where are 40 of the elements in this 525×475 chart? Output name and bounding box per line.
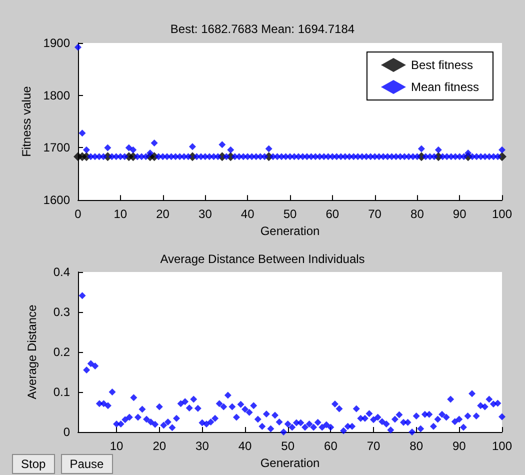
x-tick-label: 100 (492, 439, 512, 453)
x-tick-label: 0 (74, 207, 82, 222)
x-tick-label: 60 (326, 207, 340, 222)
text: Stop (12, 454, 55, 474)
x-tick-label: 50 (281, 439, 295, 453)
x-tick-label: 20 (152, 439, 166, 453)
x-tick-label: 10 (110, 439, 124, 453)
x-tick-label: 90 (452, 439, 466, 453)
x-tick-label: 90 (452, 207, 467, 222)
x-tick-label: 40 (238, 439, 252, 453)
y-tick-label: 0 (63, 425, 70, 439)
y-axis-title: Average Distance (25, 304, 39, 400)
x-tick-label: 70 (368, 207, 382, 222)
x-axis-title: Generation (260, 456, 320, 470)
x-axis-title: Generation (260, 224, 320, 238)
y-tick-label: 0.4 (53, 265, 70, 279)
x-tick-label: 60 (324, 439, 338, 453)
x-tick-label: 100 (492, 207, 512, 222)
text: Pause (60, 454, 113, 474)
y-tick-label: 1600 (43, 193, 70, 208)
x-tick-label: 10 (114, 207, 128, 222)
y-tick-label: 1900 (43, 36, 70, 50)
x-tick-label: 80 (410, 207, 424, 222)
chart-title: Average Distance Between Individuals (160, 252, 365, 266)
x-tick-label: 70 (366, 439, 381, 453)
y-axis-title: Fitness value (19, 86, 34, 157)
x-tick-label: 40 (240, 207, 255, 222)
y-tick-label: 0.2 (53, 345, 70, 359)
y-tick-label: 0.3 (53, 305, 70, 319)
x-tick-label: 50 (283, 207, 297, 222)
x-tick-label: 80 (410, 439, 424, 453)
chart-title: Best: 1682.7683 Mean: 1694.7184 (170, 22, 355, 36)
x-tick-label: 30 (196, 439, 210, 453)
y-tick-label: 0.1 (53, 385, 70, 399)
legend-label: Best fitness (410, 58, 473, 72)
y-tick-label: 1800 (43, 88, 70, 102)
x-tick-label: 30 (198, 207, 212, 222)
y-tick-label: 1700 (43, 140, 70, 155)
legend-label: Mean fitness (410, 80, 480, 94)
x-tick-label: 20 (156, 207, 170, 222)
